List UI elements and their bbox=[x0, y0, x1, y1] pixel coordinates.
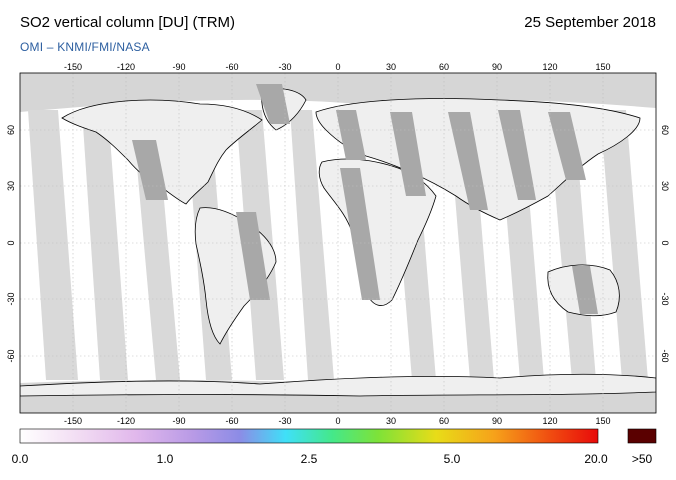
lon-tick-top: -150 bbox=[64, 62, 82, 72]
lat-tick-right: 60 bbox=[660, 125, 670, 135]
map-date: 25 September 2018 bbox=[524, 14, 656, 31]
lon-tick-top: 120 bbox=[542, 62, 557, 72]
lat-tick-right: -30 bbox=[660, 292, 670, 305]
lon-tick-top: -120 bbox=[117, 62, 135, 72]
lon-tick-top: 90 bbox=[492, 62, 502, 72]
colorbar-label: 5.0 bbox=[443, 452, 461, 466]
lat-tick-left: -60 bbox=[6, 349, 16, 362]
lon-tick-top: -60 bbox=[225, 62, 238, 72]
graticule bbox=[20, 73, 656, 413]
lat-tick-left: 60 bbox=[6, 125, 16, 135]
map-title: SO2 vertical column [DU] (TRM) bbox=[20, 14, 236, 31]
lon-tick-bottom: 120 bbox=[542, 416, 557, 426]
colorbar-label: 20.0 bbox=[584, 452, 608, 466]
lon-tick-bottom: 60 bbox=[439, 416, 449, 426]
lat-tick-right: 0 bbox=[660, 240, 670, 245]
lon-ticks-bottom: -150 -120 -90 -60 -30 0 30 60 90 120 150 bbox=[64, 416, 611, 426]
land-swath-shading bbox=[132, 84, 598, 314]
lon-ticks-top: -150 -120 -90 -60 -30 0 30 60 90 120 150 bbox=[64, 62, 611, 72]
lon-tick-bottom: 150 bbox=[595, 416, 610, 426]
lon-tick-top: 60 bbox=[439, 62, 449, 72]
lat-tick-left: -30 bbox=[6, 292, 16, 305]
lon-tick-bottom: 0 bbox=[335, 416, 340, 426]
colorbar-overflow-label: >50 bbox=[631, 452, 653, 466]
lat-tick-right: -60 bbox=[660, 349, 670, 362]
lat-tick-left: 0 bbox=[6, 240, 16, 245]
lat-ticks-left: 60 30 0 -30 -60 bbox=[6, 125, 16, 363]
lon-tick-top: -30 bbox=[278, 62, 291, 72]
lon-tick-bottom: -120 bbox=[117, 416, 135, 426]
lat-ticks-right: 60 30 0 -30 -60 bbox=[660, 125, 670, 363]
lon-tick-bottom: 90 bbox=[492, 416, 502, 426]
colorbar bbox=[19, 428, 599, 444]
lon-tick-top: 0 bbox=[335, 62, 340, 72]
lon-tick-bottom: -60 bbox=[225, 416, 238, 426]
lon-tick-bottom: 30 bbox=[386, 416, 396, 426]
lon-tick-bottom: -30 bbox=[278, 416, 291, 426]
lat-tick-right: 30 bbox=[660, 181, 670, 191]
lon-tick-bottom: -150 bbox=[64, 416, 82, 426]
lon-tick-top: 150 bbox=[595, 62, 610, 72]
colorbar-label: 2.5 bbox=[300, 452, 318, 466]
data-credit: OMI – KNMI/FMI/NASA bbox=[20, 40, 150, 54]
colorbar-overflow bbox=[627, 428, 657, 444]
north-polar-gap bbox=[20, 73, 656, 112]
lon-tick-top: -90 bbox=[172, 62, 185, 72]
colorbar-label: 1.0 bbox=[156, 452, 174, 466]
colorbar-label: 0.0 bbox=[11, 452, 29, 466]
map-frame bbox=[19, 72, 657, 414]
lat-tick-left: 30 bbox=[6, 181, 16, 191]
lon-tick-top: 30 bbox=[386, 62, 396, 72]
lon-tick-bottom: -90 bbox=[172, 416, 185, 426]
